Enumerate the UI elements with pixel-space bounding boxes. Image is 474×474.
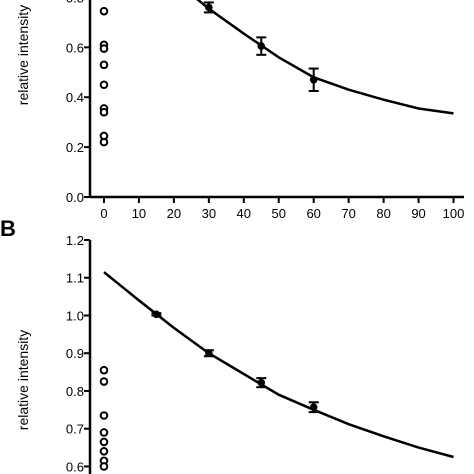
x-tick-label: 60 <box>306 206 320 221</box>
y-axis-label: relative intensity <box>15 330 31 430</box>
open-circle-point <box>99 428 109 437</box>
filled-circle-point <box>309 75 318 84</box>
open-circle-point <box>99 365 109 375</box>
open-circle-point <box>99 447 109 456</box>
filled-circle-point <box>152 310 161 319</box>
filled-circle-point <box>309 403 318 411</box>
y-tick-label: 0.4 <box>66 90 84 105</box>
x-tick-label: 20 <box>167 206 181 221</box>
open-circle-point <box>99 60 109 70</box>
x-tick-label: 70 <box>341 206 355 221</box>
y-tick-label: 0.8 <box>66 0 84 5</box>
fit-curve <box>103 271 454 459</box>
x-tick-label: 40 <box>237 206 251 221</box>
open-circle-point <box>99 411 109 420</box>
y-tick-label: 0.7 <box>66 422 84 437</box>
y-tick-label: 0.2 <box>66 140 84 155</box>
y-tick-label: 0.0 <box>66 190 84 205</box>
y-tick-label: 0.6 <box>66 459 84 474</box>
open-circle-point <box>99 107 109 117</box>
y-tick-label: 1.1 <box>66 271 84 286</box>
x-tick-label: 10 <box>132 206 146 221</box>
x-tick-label: 80 <box>376 206 390 221</box>
fit-curve <box>196 0 454 115</box>
y-tick-label: 0.8 <box>66 384 84 399</box>
open-circle-point <box>99 137 109 147</box>
open-circle-point <box>99 80 109 90</box>
filled-circle-point <box>257 378 266 387</box>
x-tick-label: 50 <box>272 206 286 221</box>
x-tick-label: 30 <box>202 206 216 221</box>
y-axis-label: relative intensity <box>15 5 31 105</box>
filled-circle-point <box>257 42 266 50</box>
y-tick-label: 1.0 <box>66 308 84 323</box>
y-tick-label: 1.2 <box>66 233 84 248</box>
open-circle-point <box>99 462 109 471</box>
panel-a: 0.0 0.2 0.4 0.6 0.8 0 10 20 30 40 50 60 70 80 90 100 rel… <box>15 0 464 221</box>
x-tick-label: 0 <box>100 206 107 221</box>
open-circle-point <box>99 44 109 53</box>
open-circle-point <box>99 6 109 16</box>
open-circle-point <box>99 437 109 447</box>
x-tick-label: 100 <box>443 206 465 221</box>
y-tick-label: 0.6 <box>66 40 84 55</box>
panel-b-letter: B <box>0 216 16 241</box>
filled-circle-point <box>205 3 213 12</box>
open-circle-point <box>99 377 109 386</box>
panel-b: 0.6 0.7 0.8 0.9 1.0 1.1 1.2 relative intensity <box>15 233 454 474</box>
x-tick-label: 90 <box>411 206 425 221</box>
filled-circle-point <box>205 349 213 358</box>
y-tick-label: 0.9 <box>66 346 84 361</box>
